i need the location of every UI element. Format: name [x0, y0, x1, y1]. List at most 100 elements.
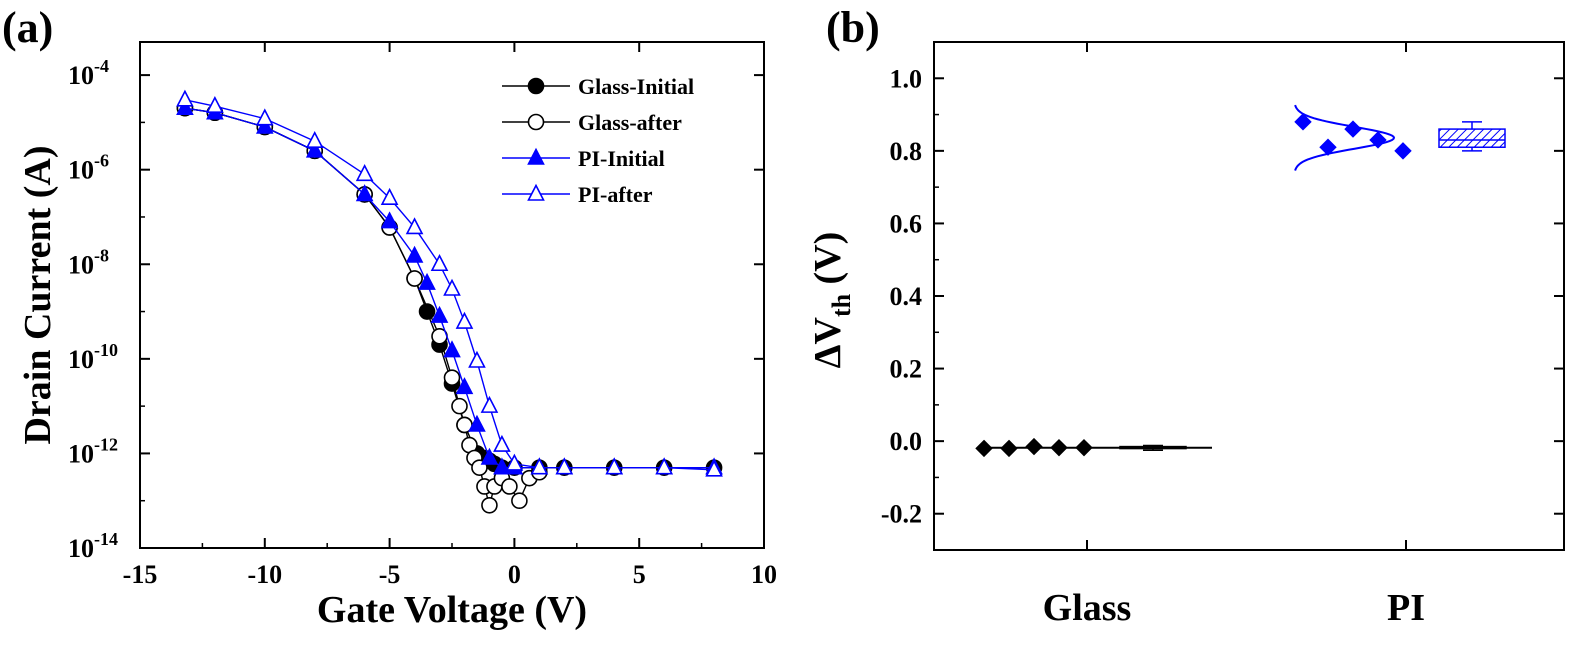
data-point: [605, 457, 624, 475]
data-point: [1294, 113, 1312, 131]
x-tick-label: 5: [633, 560, 646, 589]
y-tick-label: 0.2: [890, 355, 923, 384]
panel-b-label: (b): [826, 3, 880, 52]
data-point: [975, 439, 993, 458]
data-point: [380, 211, 399, 229]
legend-item-pi-initial: PI-Initial: [502, 146, 665, 171]
y-tick-label: 0.8: [890, 137, 923, 166]
legend-item-pi-after: PI-after: [502, 182, 653, 207]
data-point: [455, 377, 474, 395]
series-line-glass-after: [184, 107, 540, 509]
data-point: [255, 108, 274, 126]
data-point: [455, 311, 474, 329]
data-point: [1344, 120, 1362, 138]
data-point: [1025, 437, 1043, 456]
x-tick-label: -5: [379, 560, 401, 589]
data-point: [305, 130, 324, 149]
data-point: [418, 272, 436, 290]
x-tick-label: -10: [247, 560, 282, 589]
category-label-pi: PI: [1387, 587, 1425, 629]
panel-b-data: [975, 104, 1506, 458]
legend-marker: [527, 77, 545, 95]
x-tick-label: 10: [751, 560, 777, 589]
data-point: [451, 397, 468, 415]
data-point: [511, 492, 528, 510]
box-body: [1438, 128, 1506, 148]
y-tick-label: 10-6: [68, 151, 109, 185]
panel-a-y-axis-title: Drain Current (A): [17, 145, 59, 444]
data-point: [443, 369, 461, 386]
panel-b-plot-frame: [933, 41, 1565, 551]
data-point: [493, 457, 511, 475]
x-tick-label: 0: [508, 560, 521, 589]
y-tick-label: 10-8: [68, 245, 109, 279]
data-point: [705, 459, 723, 477]
data-point: [406, 270, 423, 287]
legend-marker: [527, 147, 545, 165]
data-point: [468, 414, 486, 432]
data-point: [501, 478, 518, 495]
y-tick-label: 0.4: [890, 282, 923, 311]
data-point: [468, 350, 486, 368]
x-tick-label: -15: [123, 560, 158, 589]
legend-label: Glass-after: [578, 110, 682, 135]
panel-a-series: [176, 89, 723, 514]
data-point: [481, 496, 498, 514]
legend-item-glass-initial: Glass-Initial: [502, 74, 694, 99]
data-point: [1394, 142, 1412, 160]
legend-label: Glass-Initial: [578, 74, 694, 99]
data-point: [443, 278, 461, 296]
data-point: [1319, 138, 1337, 156]
panel-a-x-axis-title: Gate Voltage (V): [317, 589, 587, 631]
panel-a-x-axis: -15 -10 -5 0 5 10: [123, 42, 777, 589]
y-tick-label: 0.0: [890, 427, 923, 456]
panel-b-y-axis-title: ΔVth (V): [807, 232, 856, 369]
data-point: [355, 164, 374, 182]
data-point: [530, 457, 549, 475]
y-tick-label: 10-14: [68, 529, 118, 563]
group-pi: [1294, 104, 1506, 171]
legend-marker: [527, 183, 545, 201]
data-point: [655, 457, 673, 475]
data-point: [405, 217, 424, 235]
legend-marker: [527, 113, 545, 131]
panel-a-y-axis: 10-14 10-12 10-10 10-8 10-6 10-4: [68, 56, 764, 563]
panel-b-y-axis-title-main: ΔV: [807, 317, 849, 369]
data-point: [493, 434, 511, 452]
data-point: [305, 140, 324, 158]
data-point: [355, 184, 374, 202]
data-point: [430, 254, 449, 272]
data-point: [405, 245, 424, 263]
data-point: [255, 116, 274, 134]
series-glass-after: [176, 99, 548, 514]
y-tick-label: 0.6: [890, 209, 923, 238]
legend-label: PI-after: [578, 182, 653, 207]
panel-b-y-axis: -0.2 0.0 0.2 0.4 0.6 0.8 1.0: [881, 64, 1564, 529]
data-point: [443, 340, 461, 358]
y-tick-label: 1.0: [890, 64, 923, 93]
panel-a-chart: (a) -15 -10 -5 0 5 10 10-14 10-12 10-10 10-8 10-6…: [2, 3, 777, 631]
data-point: [480, 395, 499, 413]
data-point: [480, 447, 499, 465]
data-point: [555, 457, 574, 475]
series-pi-after: [176, 89, 723, 477]
distribution-curve: [1294, 104, 1396, 171]
data-point: [505, 453, 524, 471]
y-tick-label: -0.2: [881, 500, 922, 529]
legend-label: PI-Initial: [578, 146, 665, 171]
panel-b-y-axis-title-sub: th: [827, 293, 856, 317]
y-tick-label: 10-12: [68, 434, 118, 468]
data-point: [176, 97, 194, 115]
y-tick-label: 10-10: [68, 340, 118, 374]
group-glass: [975, 437, 1212, 458]
panel-b-y-axis-title-unit: (V): [807, 232, 849, 294]
panel-a-legend: Glass-Initial Glass-after PI-Initial PI-aft…: [502, 74, 694, 207]
data-point: [430, 305, 449, 323]
data-point: [206, 95, 224, 113]
data-point: [176, 89, 194, 107]
legend-item-glass-after: Glass-after: [502, 110, 682, 135]
panel-b-x-axis: Glass PI: [1043, 42, 1425, 629]
panel-a-label: (a): [2, 3, 53, 52]
panel-b-chart: (b) -0.2 0.0 0.2 0.4 0.6 0.8 1.0 Glass PI ΔVth …: [807, 3, 1565, 629]
